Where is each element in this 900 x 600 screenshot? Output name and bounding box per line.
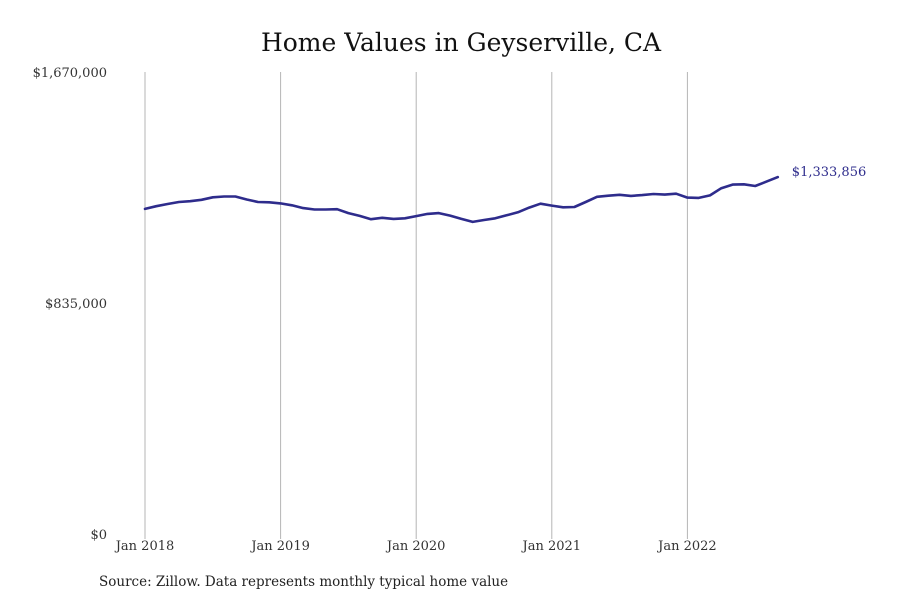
x-tick-label: Jan 2020 <box>385 539 446 554</box>
end-value-label: $1,333,856 <box>792 165 866 180</box>
x-tick-label: Jan 2018 <box>114 539 175 554</box>
series-line <box>143 175 780 224</box>
x-axis-ticks: Jan 2018 Jan 2019 Jan 2020 Jan 2021 Jan 2022 <box>114 539 717 554</box>
x-tick-label: Jan 2019 <box>249 539 310 554</box>
source-note: Source: Zillow. Data represents monthly … <box>99 574 508 590</box>
y-axis-ticks: $0 $835,000 $1,670,000 <box>33 66 107 543</box>
y-tick-label: $0 <box>90 528 107 543</box>
x-tick-label: Jan 2021 <box>521 539 582 554</box>
x-tick-label: Jan 2022 <box>656 539 717 554</box>
y-tick-label: $1,670,000 <box>33 66 107 81</box>
chart-title: Home Values in Geyserville, CA <box>261 28 662 57</box>
series-layer <box>143 175 780 224</box>
y-tick-label: $835,000 <box>45 297 107 312</box>
gridlines <box>144 72 688 539</box>
